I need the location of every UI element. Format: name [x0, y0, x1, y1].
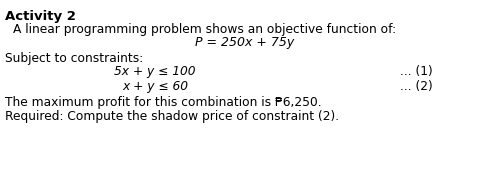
Text: P = 250x + 75y: P = 250x + 75y: [195, 36, 295, 49]
Text: ... (1): ... (1): [400, 65, 433, 78]
Text: ... (2): ... (2): [400, 80, 433, 93]
Text: x + y ≤ 60: x + y ≤ 60: [122, 80, 188, 93]
Text: Subject to constraints:: Subject to constraints:: [5, 52, 143, 65]
Text: The maximum profit for this combination is ₱6,250.: The maximum profit for this combination …: [5, 96, 322, 109]
Text: Required: Compute the shadow price of constraint (2).: Required: Compute the shadow price of co…: [5, 110, 339, 123]
Text: A linear programming problem shows an objective function of:: A linear programming problem shows an ob…: [13, 23, 396, 36]
Text: 5x + y ≤ 100: 5x + y ≤ 100: [114, 65, 196, 78]
Text: Activity 2: Activity 2: [5, 10, 76, 23]
